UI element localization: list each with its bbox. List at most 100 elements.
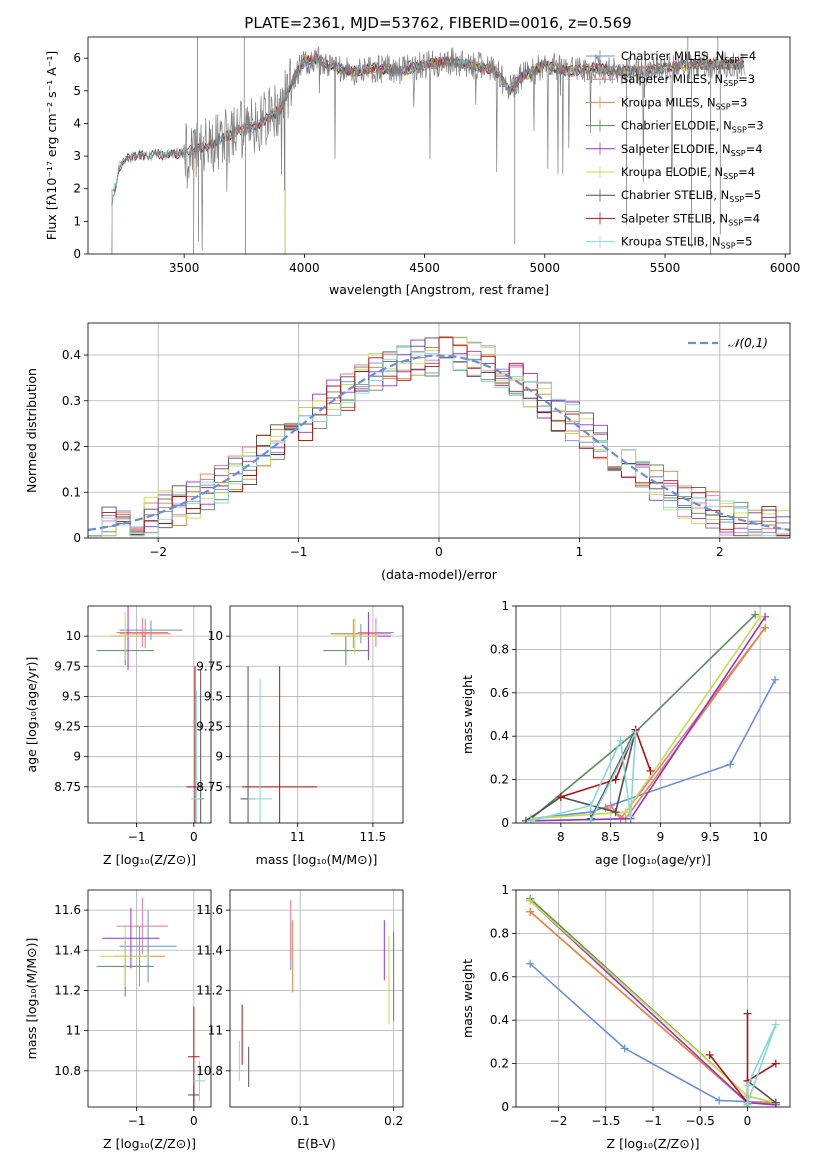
legend-label: Kroupa STELIB, NSSP=5 bbox=[621, 235, 752, 251]
y-tick-label: 6 bbox=[73, 51, 81, 65]
y-tick-label: 10 bbox=[66, 629, 81, 643]
y-tick-label: 0.4 bbox=[62, 348, 81, 362]
x-tick-label: 0.2 bbox=[384, 1114, 403, 1128]
legend-label-sub: SSP bbox=[728, 218, 743, 227]
axes-frame bbox=[87, 36, 791, 255]
y-tick-label: 9.25 bbox=[196, 720, 223, 734]
axes-frame bbox=[515, 889, 791, 1108]
plot-area bbox=[96, 898, 206, 1107]
x-axis-label: Z [log₁₀(Z/Z⊙)] bbox=[607, 1136, 700, 1151]
x-tick-label: 8 bbox=[557, 830, 565, 844]
series-line-kroupa_stelib bbox=[530, 731, 637, 822]
legend-label: Salpeter ELODIE, NSSP=4 bbox=[621, 142, 763, 158]
y-tick-label: 0.8 bbox=[490, 926, 509, 940]
axes-frame bbox=[87, 322, 791, 539]
x-axis-label: Z [log₁₀(Z/Z⊙)] bbox=[103, 852, 196, 867]
y-tick-label: 0 bbox=[73, 531, 81, 545]
panel-residuals: −2 −1 0 1 2 0 0.1 0.2 0.3 0.4 (data-model)/error No… bbox=[24, 322, 791, 582]
series-line-salpeter_miles bbox=[610, 627, 766, 821]
x-tick-label: −1 bbox=[128, 830, 146, 844]
y-tick-label: 9.5 bbox=[62, 689, 81, 703]
legend-label-sub: SSP bbox=[721, 242, 736, 251]
legend-label: Chabrier MILES, NSSP=4 bbox=[621, 49, 756, 65]
legend-label-suffix: =4 bbox=[739, 49, 756, 63]
series-line-kroupa_miles bbox=[605, 627, 766, 820]
panel-mass_vs_ebv: 0.1 0.2 10.8 11 11.2 11.4 11.6 E(B-V) bbox=[196, 889, 404, 1151]
legend-label: Kroupa MILES, NSSP=3 bbox=[621, 95, 747, 111]
legend-label-text: Kroupa STELIB, N bbox=[621, 235, 721, 249]
x-tick-label: 5000 bbox=[530, 261, 561, 275]
legend-label-suffix: =3 bbox=[738, 72, 755, 86]
y-tick-label: 8.75 bbox=[54, 780, 81, 794]
x-axis-label: wavelength [Angstrom, rest frame] bbox=[329, 282, 549, 297]
x-tick-label: −0.5 bbox=[686, 1114, 715, 1128]
y-tick-label: 0.4 bbox=[490, 1013, 509, 1027]
y-tick-label: 0.8 bbox=[490, 642, 509, 656]
y-tick-label: 2 bbox=[73, 182, 81, 196]
x-tick-label: 8.5 bbox=[601, 830, 620, 844]
legend-label-text: Salpeter MILES, N bbox=[621, 72, 723, 86]
legend-label-sub: SSP bbox=[723, 79, 738, 88]
series-line-kroupa_stelib bbox=[746, 1024, 777, 1105]
y-tick-label: 11.2 bbox=[196, 983, 223, 997]
plot-area bbox=[96, 606, 204, 823]
y-tick-label: 0.2 bbox=[490, 773, 509, 787]
y-tick-label: 11.4 bbox=[54, 943, 81, 957]
plot-area bbox=[526, 894, 780, 1107]
y-axis-label: mass weight bbox=[460, 959, 475, 1038]
legend-label-suffix: =5 bbox=[736, 235, 753, 249]
legend-label-suffix: =5 bbox=[744, 188, 761, 202]
legend-label-suffix: =3 bbox=[731, 95, 748, 109]
x-tick-label: −1.5 bbox=[591, 1114, 620, 1128]
panel-weight_vs_age: 8 8.5 9 9.5 10 0 0.2 0.4 0.6 0.8 1 age [log₁₀(age/y… bbox=[460, 599, 791, 867]
legend-label: Chabrier ELODIE, NSSP=3 bbox=[621, 119, 764, 135]
y-tick-label: 4 bbox=[73, 116, 81, 130]
y-axis-label: Normed distribution bbox=[24, 368, 39, 493]
y-axis-label: mass [log₁₀(M/M⊙)] bbox=[24, 938, 39, 1060]
plot-area bbox=[88, 336, 790, 537]
y-tick-label: 9 bbox=[215, 750, 223, 764]
legend-label-suffix: =4 bbox=[743, 211, 760, 225]
x-tick-label: 2 bbox=[716, 545, 724, 559]
x-tick-label: 4500 bbox=[409, 261, 440, 275]
panel-mass_vs_Z: −1 0 10.8 11 11.2 11.4 11.6 Z [log₁₀(Z/Z⊙)] mass… bbox=[24, 889, 212, 1151]
x-tick-label: 0 bbox=[744, 1114, 752, 1128]
x-tick-label: 0 bbox=[435, 545, 443, 559]
x-tick-label: −1 bbox=[644, 1114, 662, 1128]
x-tick-label: 0.1 bbox=[291, 1114, 310, 1128]
y-tick-label: 5 bbox=[73, 84, 81, 98]
y-tick-label: 0.4 bbox=[490, 729, 509, 743]
legend-label-text: Salpeter ELODIE, N bbox=[621, 142, 731, 156]
y-tick-label: 1 bbox=[501, 599, 509, 613]
panel-age_vs_mass: 11 11.5 8.75 9 9.25 9.5 9.75 10 mass [log₁₀(M/M⊙… bbox=[196, 605, 404, 867]
axes-frame bbox=[229, 889, 404, 1108]
legend-label: Salpeter STELIB, NSSP=4 bbox=[621, 211, 760, 227]
y-tick-label: 11.4 bbox=[196, 943, 223, 957]
data-spectrum bbox=[111, 46, 745, 251]
legend-label: 𝒩(0,1) bbox=[728, 336, 768, 350]
x-tick-label: −2 bbox=[149, 545, 167, 559]
y-tick-label: 0 bbox=[501, 816, 509, 830]
y-tick-label: 0.2 bbox=[62, 440, 81, 454]
plot-area bbox=[111, 37, 745, 254]
legend-label-suffix: =4 bbox=[746, 142, 763, 156]
y-tick-label: 1 bbox=[501, 883, 509, 897]
y-tick-label: 11.6 bbox=[54, 903, 81, 917]
legend-label-suffix: =3 bbox=[747, 119, 764, 133]
y-tick-label: 10.8 bbox=[54, 1064, 81, 1078]
series-line-salpeter_stelib bbox=[709, 1013, 777, 1106]
x-axis-label: Z [log₁₀(Z/Z⊙)] bbox=[103, 1136, 196, 1151]
y-tick-label: 0.2 bbox=[490, 1057, 509, 1071]
legend-label-text: Chabrier MILES, N bbox=[621, 49, 724, 63]
y-tick-label: 8.75 bbox=[196, 780, 223, 794]
x-axis-label: age [log₁₀(age/yr)] bbox=[595, 852, 711, 867]
legend-label-text: Kroupa ELODIE, N bbox=[621, 165, 723, 179]
legend-label-text: Chabrier ELODIE, N bbox=[621, 119, 732, 133]
y-tick-label: 10 bbox=[208, 629, 223, 643]
series-line-salpeter_stelib bbox=[560, 727, 652, 798]
x-tick-label: 11.5 bbox=[360, 830, 387, 844]
axes-frame bbox=[515, 605, 791, 824]
legend-label-sub: SSP bbox=[716, 102, 731, 111]
plot-area bbox=[240, 612, 394, 823]
